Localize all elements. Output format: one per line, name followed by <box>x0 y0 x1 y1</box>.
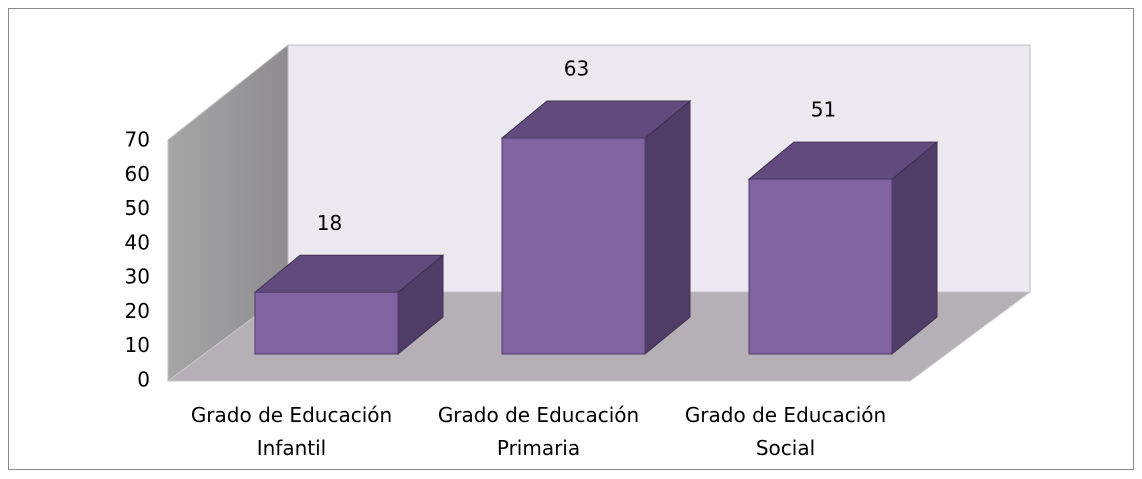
data-label: 63 <box>564 57 589 81</box>
y-tick-label: 50 <box>125 196 150 220</box>
y-tick-label: 20 <box>125 299 150 323</box>
bar <box>501 137 646 355</box>
x-tick-label: Grado de Educación Social <box>684 403 887 460</box>
x-tick-label: Grado de Educación Infantil <box>190 403 393 460</box>
data-label: 51 <box>811 98 836 122</box>
data-label: 18 <box>317 211 342 235</box>
y-tick-label: 0 <box>137 368 150 392</box>
y-tick-label: 60 <box>125 162 150 186</box>
bar <box>254 291 399 355</box>
y-tick-label: 30 <box>125 265 150 289</box>
x-tick-label: Grado de Educación Primaria <box>437 403 640 460</box>
y-tick-label: 10 <box>125 333 150 357</box>
bar-side <box>644 99 691 356</box>
bar <box>748 178 893 355</box>
y-tick-label: 40 <box>125 230 150 254</box>
y-tick-label: 70 <box>125 128 150 152</box>
